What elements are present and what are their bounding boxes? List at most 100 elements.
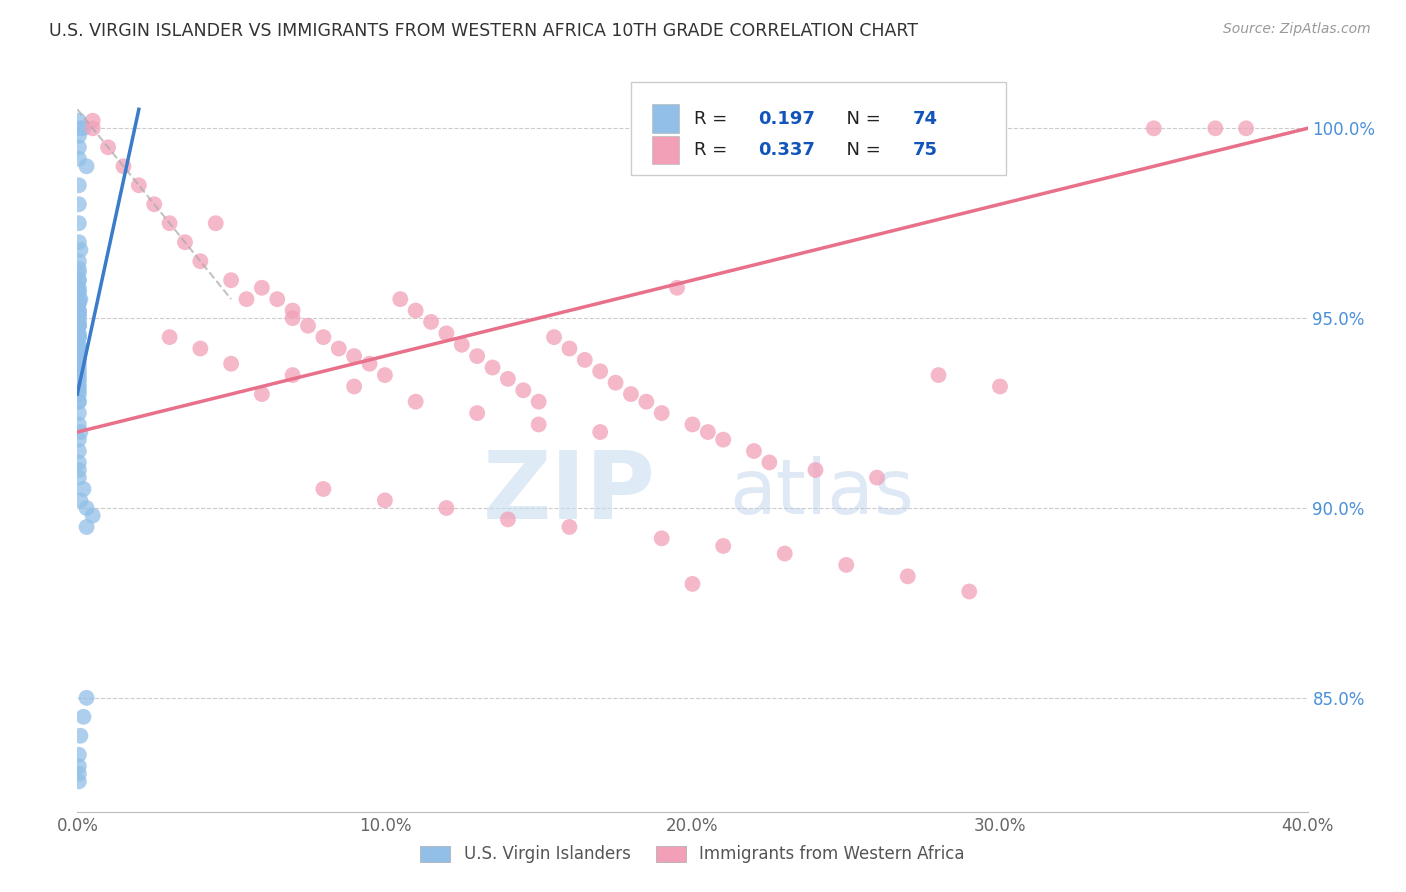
Point [250,281,273,295]
Point [343,379,366,393]
Point [76,690,98,705]
Legend: U.S. Virgin Islanders, Immigrants from Western Africa: U.S. Virgin Islanders, Immigrants from W… [413,838,972,870]
Point [69,121,91,136]
Point [465,406,488,420]
Point [82,113,104,128]
Point [67,394,90,409]
Point [67,759,90,773]
Point [450,337,472,351]
Point [866,470,889,484]
Point [67,235,90,250]
Point [496,372,519,386]
Point [69,292,91,306]
Point [67,330,90,344]
Point [405,303,427,318]
Point [67,384,90,398]
FancyBboxPatch shape [631,82,1007,175]
Point [67,254,90,268]
Point [67,433,90,447]
Point [67,349,90,363]
Point [67,349,90,363]
Point [67,766,90,780]
Point [67,113,90,128]
Point [988,379,1011,393]
Point [76,520,98,534]
Point [67,747,90,762]
Point [67,406,90,420]
Point [235,292,257,306]
Point [67,152,90,166]
Point [67,337,90,351]
Point [682,417,704,432]
Point [374,368,396,383]
Point [651,532,673,546]
Point [620,387,643,401]
Point [465,349,488,363]
Point [67,315,90,329]
Point [897,569,920,583]
Point [69,729,91,743]
Point [112,159,135,173]
Point [281,303,304,318]
Point [711,433,734,447]
Point [804,463,827,477]
Text: R =: R = [693,141,733,159]
Point [1234,121,1257,136]
Point [67,178,90,193]
Point [651,406,673,420]
Point [312,330,335,344]
Point [67,455,90,469]
Point [69,425,91,439]
Point [67,463,90,477]
Point [67,470,90,484]
Text: Source: ZipAtlas.com: Source: ZipAtlas.com [1223,22,1371,37]
Point [1204,121,1226,136]
Text: ZIP: ZIP [482,448,655,540]
Point [219,357,242,371]
Point [67,774,90,789]
Point [281,311,304,326]
Point [76,159,98,173]
Point [67,318,90,333]
Point [159,330,181,344]
Text: 75: 75 [912,141,938,159]
Point [420,315,443,329]
Point [67,128,90,143]
Point [1143,121,1166,136]
Point [190,342,212,356]
Point [82,508,104,523]
Point [67,285,90,299]
Point [67,140,90,154]
Point [72,121,94,136]
Point [67,352,90,367]
Point [67,417,90,432]
Point [67,285,90,299]
Point [250,387,273,401]
Point [773,547,796,561]
Point [67,292,90,306]
Point [67,266,90,280]
Text: 74: 74 [912,110,938,128]
Point [589,364,612,378]
Point [312,482,335,496]
Point [67,318,90,333]
Text: N =: N = [835,110,887,128]
Bar [652,136,679,164]
Point [67,360,90,375]
Point [67,273,90,287]
Point [76,500,98,515]
Point [742,444,765,458]
Point [67,261,90,276]
Point [190,254,212,268]
Point [928,368,950,383]
Point [159,216,181,230]
Point [67,307,90,321]
Point [67,273,90,287]
Point [219,273,242,287]
Point [835,558,858,572]
Point [67,281,90,295]
Point [405,394,427,409]
Point [174,235,197,250]
Point [558,520,581,534]
Point [67,364,90,378]
